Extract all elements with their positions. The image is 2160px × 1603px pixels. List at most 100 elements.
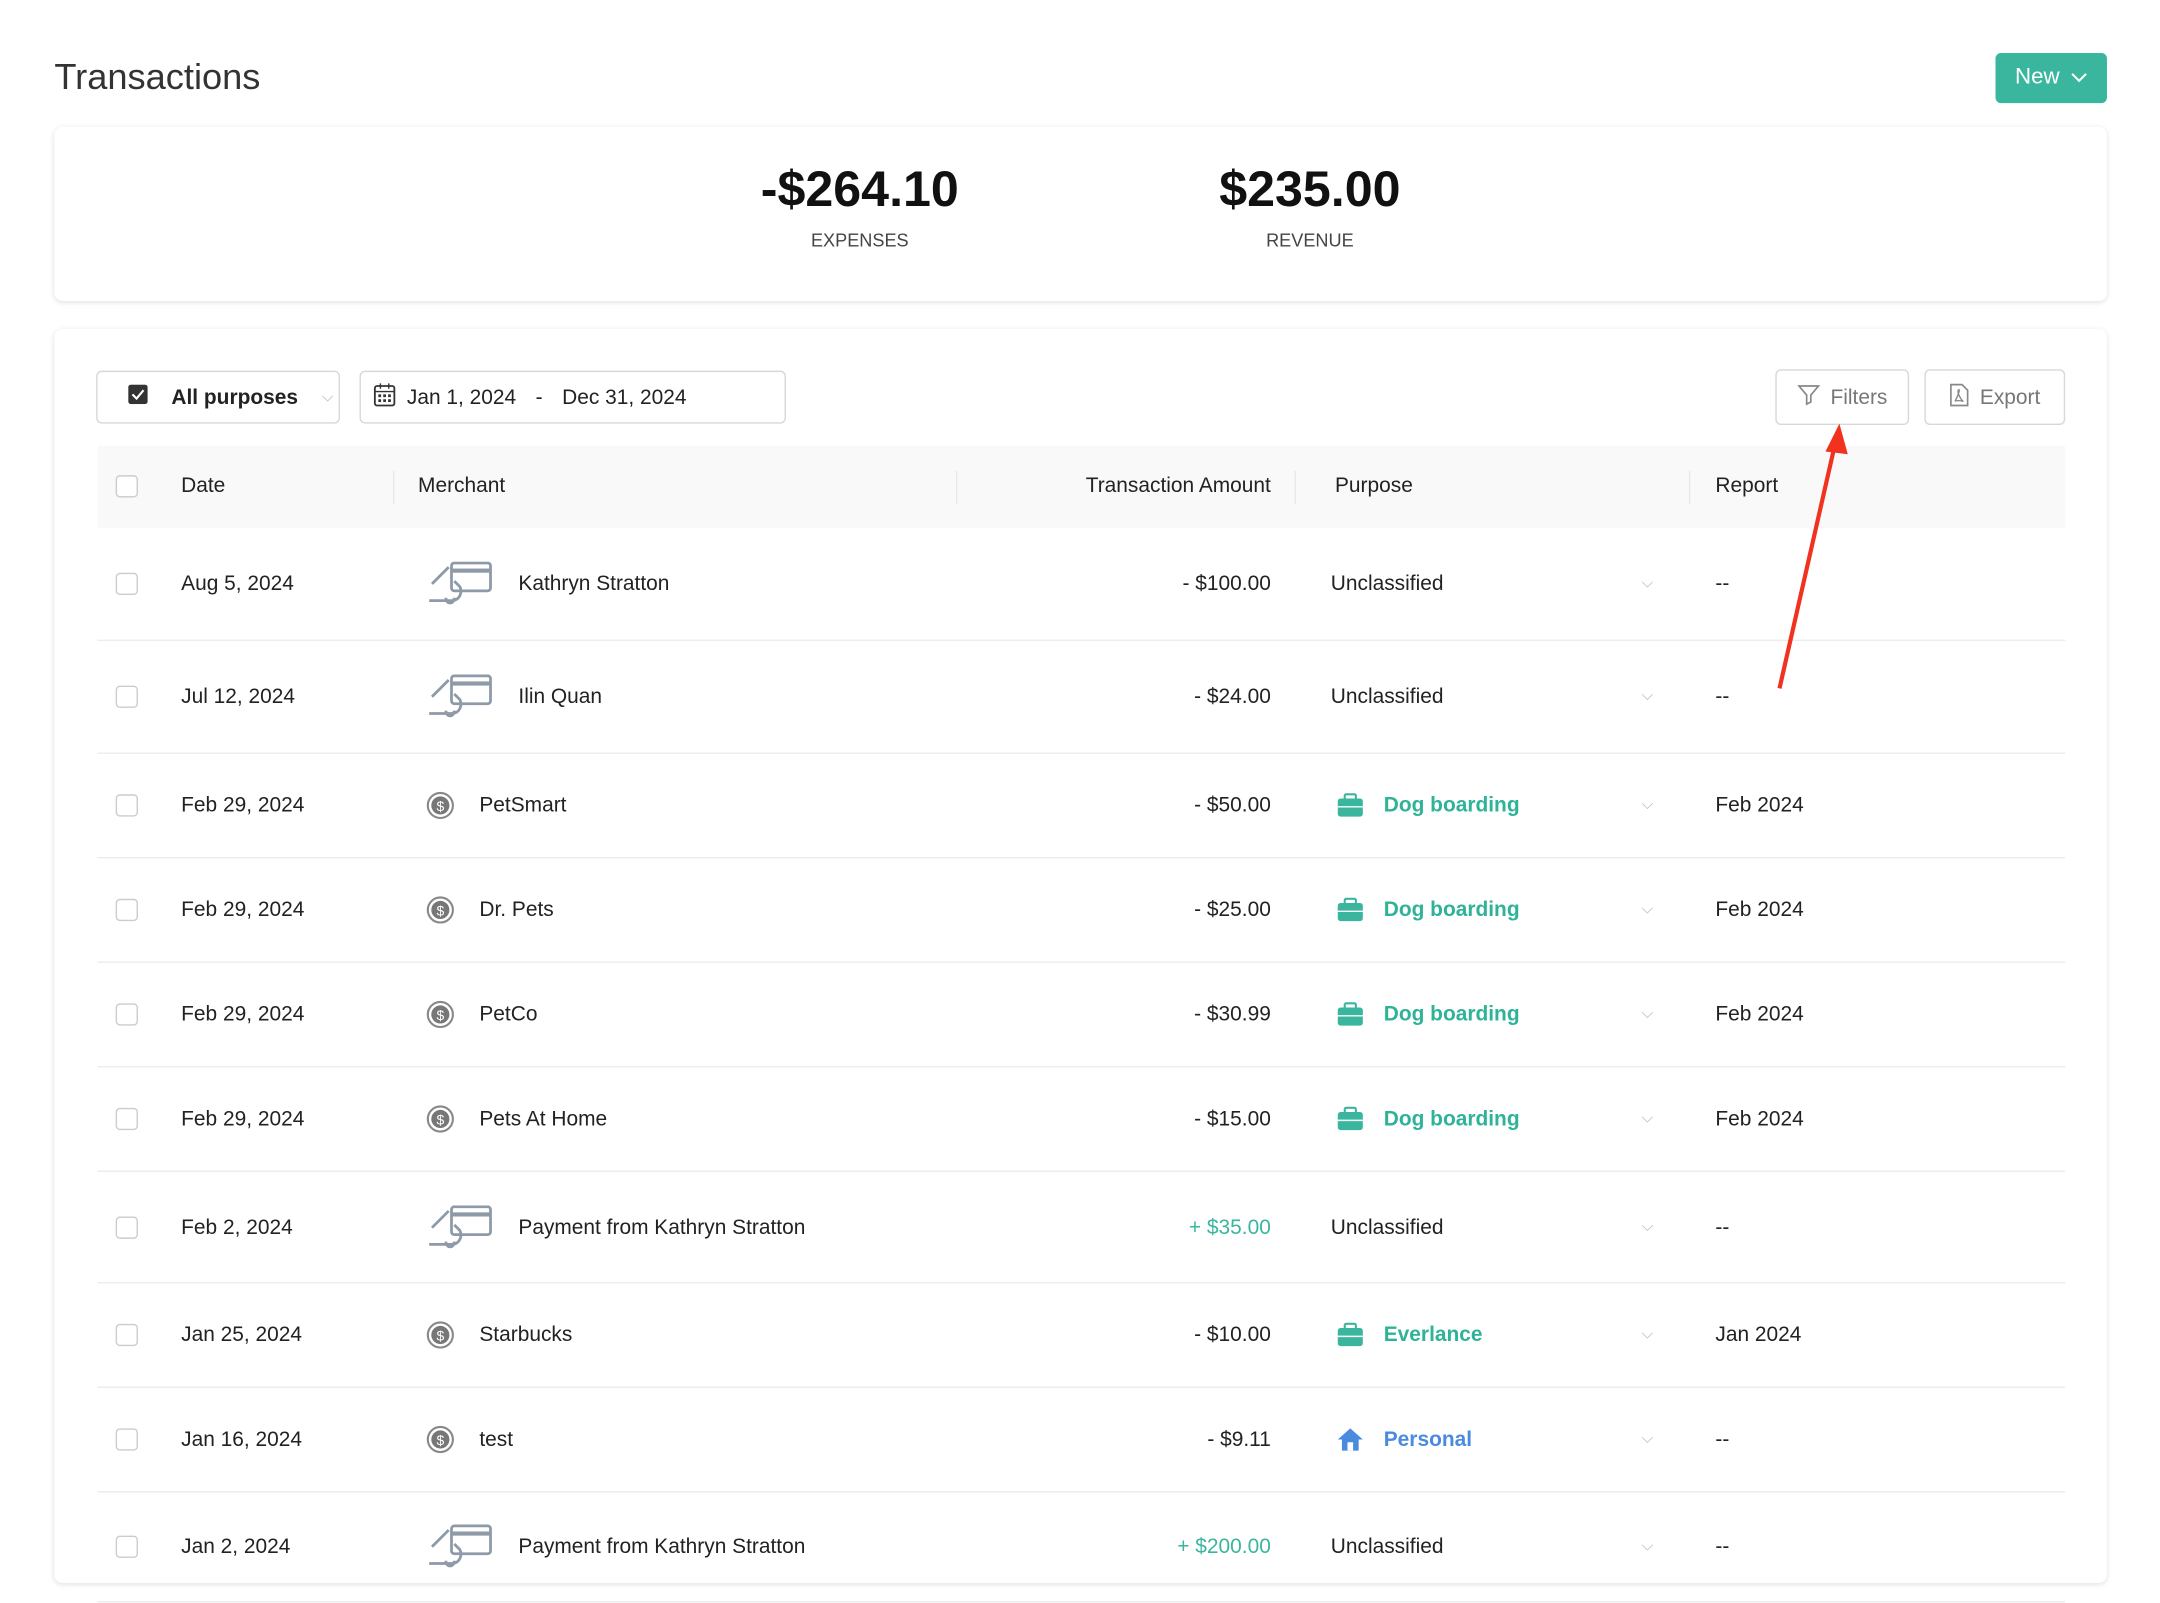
row-checkbox[interactable] <box>115 685 138 708</box>
table-row[interactable]: Feb 2, 2024 Payment from Kathryn Stratton… <box>97 1172 2066 1284</box>
row-date: Jul 12, 2024 <box>181 684 296 709</box>
row-report[interactable]: Feb 2024 <box>1715 793 1804 818</box>
svg-text:$: $ <box>436 903 444 919</box>
table-row[interactable]: Feb 29, 2024 $ Dr. Pets - $25.00 Dog boardin… <box>97 858 2066 963</box>
new-button[interactable]: New <box>1995 52 2107 104</box>
briefcase-icon <box>1336 1106 1364 1131</box>
column-report[interactable]: Report <box>1715 473 1779 498</box>
row-merchant[interactable]: Starbucks <box>479 1323 573 1347</box>
table-row[interactable]: Jul 12, 2024 Ilin Quan - $24.00 Unclassifie… <box>97 641 2066 754</box>
dollar-coin-icon: $ <box>426 1105 454 1133</box>
summary-card: -$264.10 EXPENSES $235.00 REVENUE <box>54 126 2107 301</box>
row-purpose-select[interactable]: Dog boarding <box>1383 898 1520 922</box>
row-date: Jan 16, 2024 <box>181 1427 303 1452</box>
table-row[interactable]: Jan 25, 2024 $ Starbucks - $10.00 Everlance ⌵… <box>97 1283 2066 1388</box>
row-report[interactable]: Jan 2024 <box>1715 1323 1802 1347</box>
chevron-down-icon[interactable]: ⌵ <box>1641 1109 1654 1127</box>
transactions-card: All purposes ⌵ Jan 1, 2024 - Dec 31, 202… <box>54 328 2107 1603</box>
column-merchant[interactable]: Merchant <box>418 473 506 498</box>
table-row[interactable]: Feb 29, 2024 $ Pets At Home - $15.00 Dog boa… <box>97 1067 2066 1172</box>
pdf-file-icon <box>1949 383 1969 412</box>
row-merchant[interactable]: test <box>479 1427 514 1452</box>
chevron-down-icon[interactable]: ⌵ <box>1641 1430 1654 1448</box>
export-button[interactable]: Export <box>1924 369 2066 426</box>
row-checkbox[interactable] <box>115 1003 138 1026</box>
date-start[interactable]: Jan 1, 2024 <box>406 385 517 409</box>
table-row[interactable]: Jan 16, 2024 $ test - $9.11 Personal ⌵ -- <box>97 1388 2066 1493</box>
chevron-down-icon[interactable]: ⌵ <box>1641 1217 1654 1235</box>
chevron-down-icon[interactable]: ⌵ <box>1641 1537 1654 1555</box>
svg-text:$: $ <box>436 798 444 814</box>
row-report[interactable]: Feb 2024 <box>1715 1002 1804 1027</box>
row-purpose-select[interactable]: Dog boarding <box>1383 1002 1520 1027</box>
new-button-label: New <box>2014 65 2060 90</box>
row-report[interactable]: -- <box>1715 684 1730 709</box>
row-date: Feb 29, 2024 <box>181 1107 305 1131</box>
home-icon <box>1336 1427 1364 1452</box>
column-amount[interactable]: Transaction Amount <box>1085 473 1271 498</box>
row-checkbox[interactable] <box>115 1323 138 1347</box>
card-hand-icon <box>426 561 493 607</box>
row-purpose-select[interactable]: Unclassified <box>1330 1215 1444 1239</box>
row-date: Feb 29, 2024 <box>181 793 305 818</box>
row-checkbox[interactable] <box>115 572 138 596</box>
purpose-filter-dropdown[interactable]: All purposes ⌵ <box>96 370 341 424</box>
chevron-down-icon[interactable]: ⌵ <box>1641 1325 1654 1343</box>
table-row[interactable]: Feb 29, 2024 $ PetCo - $30.99 Dog boarding ⌵ F… <box>97 963 2066 1068</box>
row-report[interactable]: -- <box>1715 572 1730 596</box>
dollar-coin-icon: $ <box>426 1321 454 1349</box>
table-row[interactable]: Feb 29, 2024 $ PetSmart - $50.00 Dog boardin… <box>97 754 2066 859</box>
annotation-arrow <box>1777 423 1848 689</box>
row-purpose-select[interactable]: Unclassified <box>1330 572 1444 596</box>
row-merchant[interactable]: Ilin Quan <box>518 684 603 709</box>
briefcase-icon <box>1336 793 1364 818</box>
chevron-down-icon[interactable]: ⌵ <box>1641 900 1654 918</box>
chevron-down-icon[interactable]: ⌵ <box>1641 574 1654 592</box>
row-report[interactable]: Feb 2024 <box>1715 1107 1804 1131</box>
date-range-picker[interactable]: Jan 1, 2024 - Dec 31, 2024 <box>359 370 786 424</box>
filters-button[interactable]: Filters <box>1775 369 1910 426</box>
row-purpose-select[interactable]: Dog boarding <box>1383 1107 1520 1131</box>
chevron-down-icon[interactable]: ⌵ <box>1641 1005 1654 1023</box>
row-date: Aug 5, 2024 <box>181 572 294 596</box>
expenses-stat: -$264.10 EXPENSES <box>693 160 1027 251</box>
row-merchant[interactable]: PetCo <box>479 1002 538 1027</box>
row-purpose-select[interactable]: Dog boarding <box>1383 793 1520 818</box>
row-checkbox[interactable] <box>115 794 138 817</box>
row-date: Feb 29, 2024 <box>181 898 305 922</box>
revenue-label: REVENUE <box>1266 229 1354 251</box>
select-all-checkbox[interactable] <box>115 475 138 498</box>
row-purpose-select[interactable]: Everlance <box>1383 1323 1483 1347</box>
row-merchant[interactable]: Pets At Home <box>479 1107 608 1131</box>
expenses-value: -$264.10 <box>760 160 959 218</box>
table-row[interactable]: Aug 5, 2024 Kathryn Stratton - $100.00 Uncl… <box>97 528 2066 642</box>
row-checkbox[interactable] <box>115 1107 138 1131</box>
row-merchant[interactable]: Kathryn Stratton <box>518 572 670 596</box>
row-checkbox[interactable] <box>115 1428 138 1451</box>
dollar-coin-icon: $ <box>426 791 454 820</box>
row-amount: - $25.00 <box>1194 898 1271 922</box>
chevron-down-icon[interactable]: ⌵ <box>1641 796 1654 814</box>
column-date[interactable]: Date <box>181 473 226 498</box>
table-header: Date Merchant Transaction Amount Purpose… <box>97 445 2066 529</box>
row-merchant[interactable]: Dr. Pets <box>479 898 554 922</box>
chevron-down-icon[interactable]: ⌵ <box>1641 687 1654 705</box>
column-purpose[interactable]: Purpose <box>1334 473 1413 498</box>
revenue-stat: $235.00 REVENUE <box>1143 160 1477 251</box>
row-merchant[interactable]: PetSmart <box>479 793 567 818</box>
page-title: Transactions <box>54 55 261 98</box>
row-purpose-select[interactable]: Personal <box>1383 1427 1473 1452</box>
row-report[interactable]: -- <box>1715 1427 1730 1452</box>
row-purpose-select[interactable]: Unclassified <box>1330 684 1444 709</box>
revenue-value: $235.00 <box>1219 160 1401 218</box>
briefcase-icon <box>1336 897 1364 922</box>
svg-text:$: $ <box>436 1432 444 1448</box>
row-report[interactable]: -- <box>1715 1215 1730 1239</box>
row-report[interactable]: Feb 2024 <box>1715 898 1804 922</box>
row-amount: - $50.00 <box>1194 793 1271 818</box>
row-checkbox[interactable] <box>115 898 138 922</box>
date-end[interactable]: Dec 31, 2024 <box>562 385 687 409</box>
row-checkbox[interactable] <box>115 1215 138 1239</box>
row-merchant[interactable]: Payment from Kathryn Stratton <box>518 1215 806 1239</box>
date-separator: - <box>535 385 543 409</box>
